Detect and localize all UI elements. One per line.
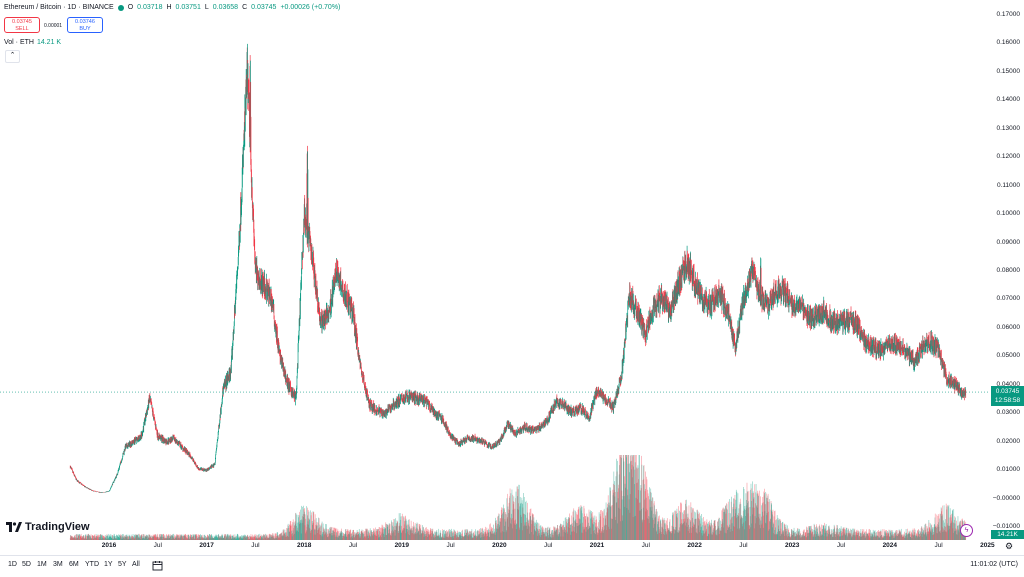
- chart-area[interactable]: [0, 0, 990, 555]
- volume-bars: [70, 455, 966, 540]
- candles: [70, 44, 966, 493]
- price-chart[interactable]: [0, 0, 990, 555]
